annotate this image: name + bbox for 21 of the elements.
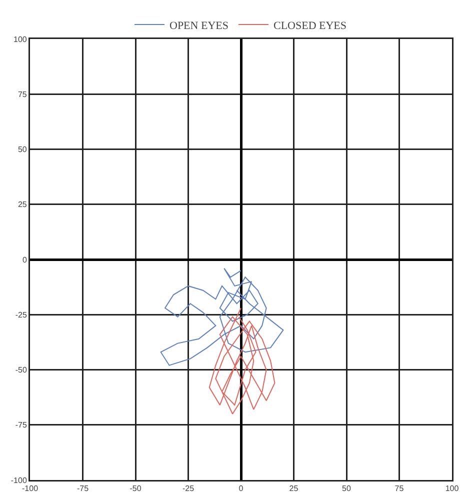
legend-label: CLOSED EYES [273, 20, 347, 32]
y-tick-label: 50 [18, 145, 28, 154]
y-tick-label: -50 [15, 366, 28, 375]
legend-label: OPEN EYES [170, 20, 228, 32]
y-tick-label: -75 [15, 420, 28, 430]
y-tick-label: -100 [10, 476, 28, 485]
x-tick-label: 50 [342, 484, 352, 494]
y-tick-label: -25 [15, 310, 28, 320]
x-tick-label: -50 [130, 484, 142, 494]
x-tick-label: 25 [289, 484, 299, 494]
x-tick-label: 0 [238, 484, 244, 494]
x-tick-label: 100 [445, 484, 460, 494]
y-tick-label: 0 [22, 255, 28, 264]
x-tick-label: -25 [182, 484, 195, 494]
y-tick-label: 75 [18, 90, 28, 99]
line-series [160, 268, 284, 366]
y-tick-label: 25 [18, 200, 28, 210]
x-tick-label: 75 [394, 484, 404, 494]
y-tick-label: 100 [14, 34, 28, 44]
x-tick-label: -75 [76, 484, 90, 494]
line-series [208, 308, 276, 414]
